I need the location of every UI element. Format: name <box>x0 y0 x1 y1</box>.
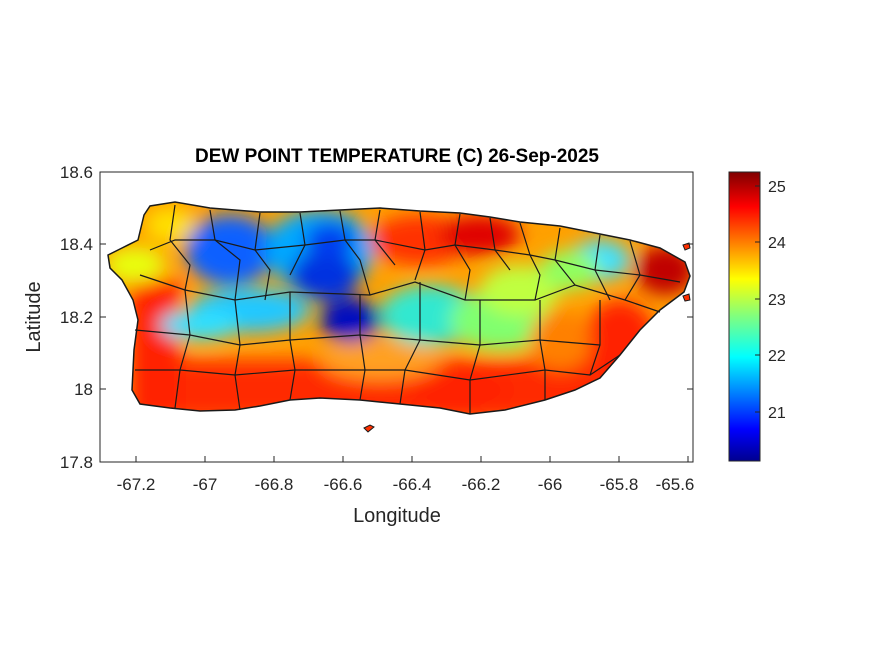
y-tick-label: 18.6 <box>60 163 93 182</box>
y-axis-label: Latitude <box>23 281 45 352</box>
y-tick-label: 18.2 <box>60 308 93 327</box>
x-tick-label: -67 <box>193 475 218 494</box>
offshore-islands <box>363 242 691 433</box>
x-axis-label: Longitude <box>353 505 441 527</box>
x-tick-label: -66.8 <box>255 475 294 494</box>
colorbar-tick-label: 22 <box>768 348 786 365</box>
x-tick-label: -66.6 <box>324 475 363 494</box>
colorbar-tick-label: 21 <box>768 405 786 422</box>
y-tick-label: 17.8 <box>60 453 93 472</box>
map-title: DEW POINT TEMPERATURE (C) 26-Sep-2025 <box>195 146 599 167</box>
colorbar-tick-label: 24 <box>768 235 786 252</box>
x-tick-label: -67.2 <box>117 475 156 494</box>
y-tick-label: 18.4 <box>60 235 93 254</box>
x-tick-label: -66 <box>538 475 563 494</box>
colorbar: 25 24 23 22 21 <box>728 171 786 462</box>
x-tick-label: -66.4 <box>393 475 432 494</box>
colorbar-tick-label: 25 <box>768 179 786 196</box>
x-tick-label: -66.2 <box>462 475 501 494</box>
colorbar-gradient <box>728 171 761 462</box>
x-axis: -67.2 -67 -66.8 -66.6 -66.4 -66.2 -66 -6… <box>117 456 695 494</box>
y-tick-label: 18 <box>74 380 93 399</box>
colorbar-tick-label: 23 <box>768 292 786 309</box>
x-tick-label: -65.6 <box>656 475 695 494</box>
x-tick-label: -65.8 <box>600 475 639 494</box>
y-axis: 18.6 18.4 18.2 18 17.8 <box>60 163 693 472</box>
municipality-boundaries <box>107 201 691 415</box>
